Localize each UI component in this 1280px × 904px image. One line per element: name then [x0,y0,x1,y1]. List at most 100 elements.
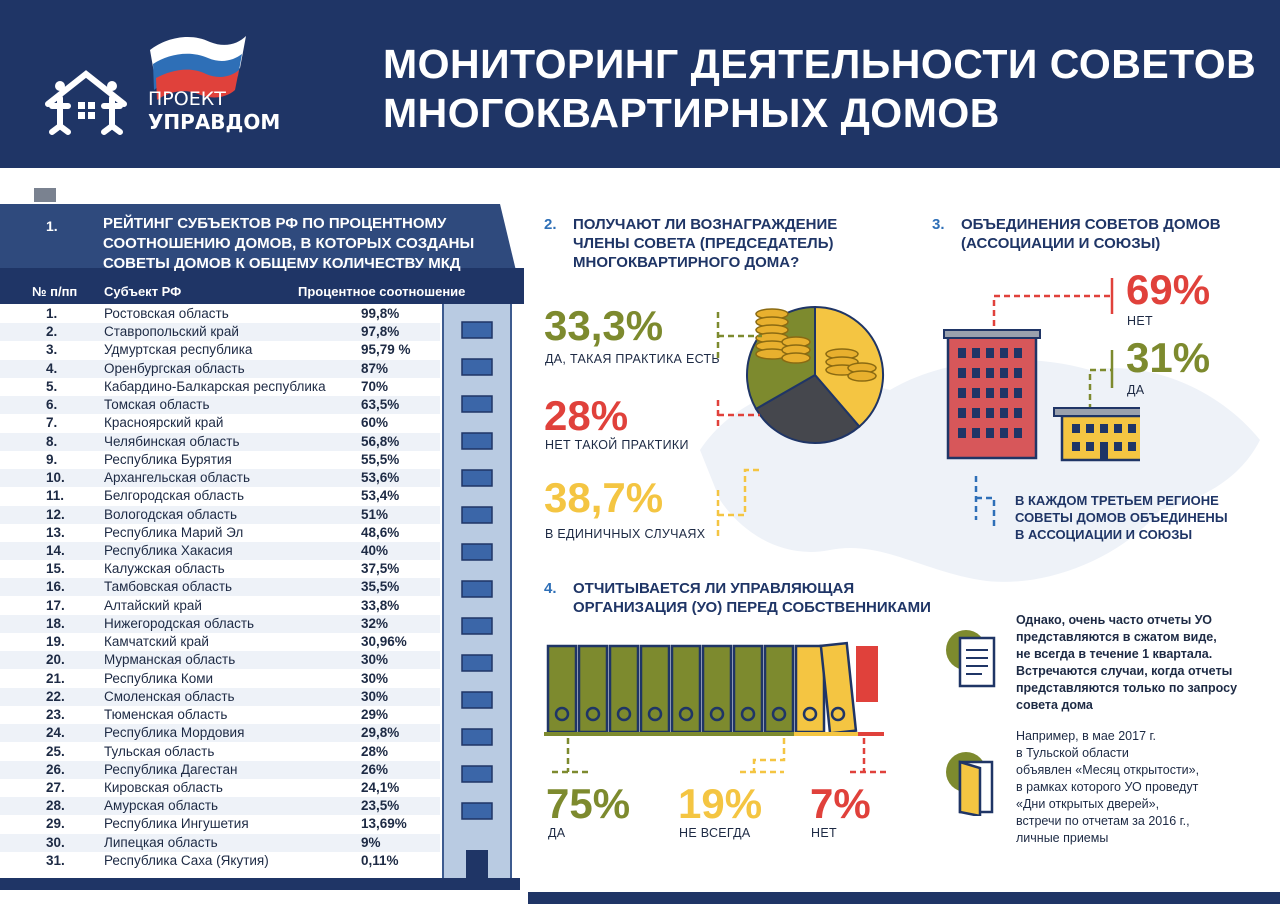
row-subject: Красноярский край [104,415,224,431]
col-header-num: № п/пп [32,284,78,299]
table-row: 26. Республика Дагестан 26% [0,760,440,779]
row-percent: 30% [361,670,389,686]
row-number: 9. [46,451,58,467]
table-row: 1. Ростовская область 99,8% [0,305,440,323]
row-subject: Алтайский край [104,597,202,613]
title-line1: МОНИТОРИНГ ДЕЯТЕЛЬНОСТИ СОВЕТОВ [383,41,1257,87]
reporting-note-1: Однако, очень часто отчеты УО представля… [1016,612,1237,714]
associations-caption-line3: В АССОЦИАЦИИ И СОЮЗЫ [1015,527,1193,542]
row-number: 1. [46,306,58,321]
note1-line3: не всегда в течение 1 квартала. [1016,647,1213,661]
row-number: 18. [46,615,65,631]
logo-line1: ПРОЕКТ [148,88,226,110]
row-percent: 55,5% [361,451,400,467]
table-row: 15. Калужская область 37,5% [0,560,440,579]
reporting-sometimes-value: 19% [678,780,763,827]
row-number: 17. [46,597,65,613]
note1-line6: совета дома [1016,698,1093,712]
document-icon [946,630,996,688]
logo-icon [45,36,246,135]
associations-heading-line2: (АССОЦИАЦИИ И СОЮЗЫ) [961,235,1161,252]
table-row: 2. Ставропольский край 97,8% [0,323,440,342]
table-row: 9. Республика Бурятия 55,5% [0,450,440,469]
note2-line6: встречи по отчетам за 2016 г., [1016,814,1190,828]
row-percent: 28% [361,743,389,759]
reporting-heading: 4. ОТЧИТЫВАЕТСЯ ЛИ УПРАВЛЯЮЩАЯ ОРГАНИЗАЦИ… [544,579,931,617]
row-subject: Мурманская область [104,652,236,668]
row-number: 28. [46,798,65,814]
note2-line4: в рамках которого УО проведут [1016,780,1199,794]
row-subject: Архангельская область [104,470,251,486]
row-percent: 30% [361,652,389,668]
row-percent: 30% [361,688,389,704]
reporting-no-value: 7% [810,780,871,827]
reporting-no-label: НЕТ [811,826,837,840]
page-title: МОНИТОРИНГ ДЕЯТЕЛЬНОСТИ СОВЕТОВ МНОГОКВА… [383,40,1256,138]
reward-connector-lines [716,312,762,540]
row-percent: 51% [361,506,389,522]
reporting-yes-label: ДА [548,826,566,840]
row-subject: Тюменская область [104,707,228,723]
row-number: 3. [46,342,58,358]
row-number: 10. [46,470,65,486]
row-percent: 53,4% [361,488,400,504]
row-subject: Оренбургская область [104,360,245,376]
associations-yes-label: ДА [1127,383,1145,397]
row-percent: 56,8% [361,433,400,449]
reward-heading-line2: ЧЛЕНЫ СОВЕТА (ПРЕДСЕДАТЕЛЬ) [573,235,834,252]
row-number: 29. [46,816,65,832]
reward-single-label: В ЕДИНИЧНЫХ СЛУЧАЯХ [545,527,706,541]
reward-no-label: НЕТ ТАКОЙ ПРАКТИКИ [545,438,689,452]
row-percent: 48,6% [361,524,400,540]
note2-line2: в Тульской области [1016,746,1129,760]
row-subject: Смоленская область [104,688,235,704]
note2-line5: «Дни открытых дверей», [1016,797,1160,811]
reward-yes-value: 33,3% [544,302,664,349]
row-percent: 9% [361,834,381,850]
open-door-icon [946,752,994,816]
table-row: 10. Архангельская область 53,6% [0,469,440,488]
table-row: 13. Республика Марий Эл 48,6% [0,523,440,542]
row-number: 8. [46,433,58,449]
row-number: 4. [46,360,58,376]
associations-no-value: 69% [1126,266,1211,313]
ranking-heading-line1: РЕЙТИНГ СУБЪЕКТОВ РФ ПО ПРОЦЕНТНОМУ [103,215,447,232]
note2-line7: личные приемы [1016,831,1109,845]
table-row: 3. Удмуртская республика 95,79 % [0,341,440,360]
table-row: 18. Нижегородская область 32% [0,614,440,633]
reward-number: 2. [544,216,557,233]
table-row: 12. Вологодская область 51% [0,505,440,524]
table-row: 27. Кировская область 24,1% [0,778,440,797]
row-percent: 60% [361,415,389,431]
row-percent: 35,5% [361,579,400,595]
row-number: 27. [46,779,65,795]
row-subject: Тульская область [104,743,215,759]
row-percent: 23,5% [361,798,400,814]
table-row: 19. Камчатский край 30,96% [0,633,440,652]
table-row: 25. Тульская область 28% [0,742,440,761]
note1-line5: представляются только по запросу [1016,681,1238,695]
associations-number: 3. [932,216,945,233]
table-row: 23. Тюменская область 29% [0,706,440,725]
table-row: 29. Республика Ингушетия 13,69% [0,815,440,834]
row-subject: Тамбовская область [104,579,233,595]
note2-line3: объявлен «Месяц открытости», [1016,763,1200,777]
pie-slice-no [754,373,861,444]
row-subject: Амурская область [104,798,219,814]
row-percent: 29,8% [361,725,400,741]
row-percent: 29% [361,707,389,723]
row-subject: Республика Коми [104,670,214,686]
row-subject: Республика Хакасия [104,542,233,558]
row-percent: 97,8% [361,324,400,340]
row-number: 19. [46,634,65,650]
row-number: 31. [46,852,65,868]
row-number: 2. [46,324,58,340]
row-subject: Липецкая область [104,834,218,850]
row-percent: 32% [361,615,389,631]
row-percent: 13,69% [361,816,407,832]
col-header-subject: Субъект РФ [104,284,182,299]
row-number: 15. [46,561,65,577]
table-row: 8. Челябинская область 56,8% [0,432,440,451]
row-subject: Белгородская область [104,488,245,504]
row-number: 20. [46,652,65,668]
